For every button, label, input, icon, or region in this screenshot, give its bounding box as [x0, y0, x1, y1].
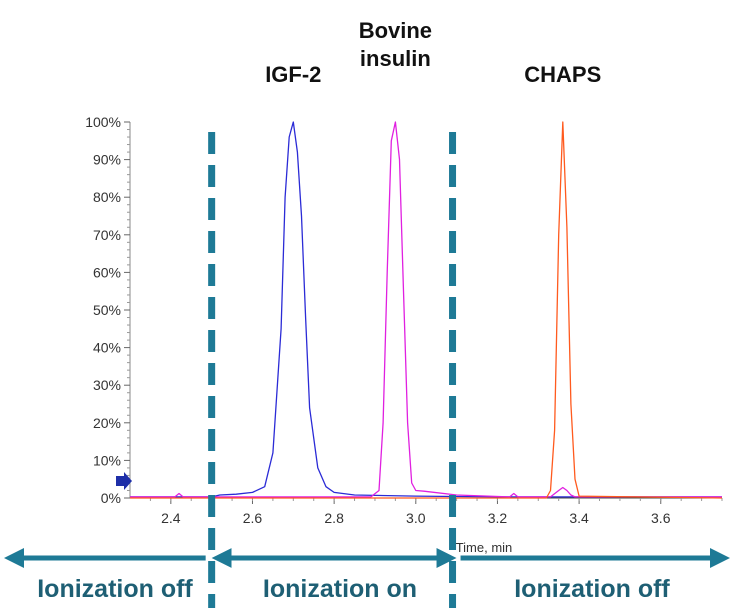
- peak-labels: IGF-2 Bovine insulin CHAPS: [265, 18, 601, 87]
- peak-label: insulin: [360, 46, 431, 71]
- peak-label: IGF-2: [265, 62, 321, 87]
- regions: Ionization off Ionization on Ionization of…: [4, 548, 730, 603]
- series-lines: [130, 121, 723, 499]
- series-line-1: [130, 121, 722, 498]
- y-tick-label: 50%: [93, 302, 121, 318]
- region-label: Ionization off: [514, 575, 670, 603]
- x-ticks: 2.4 2.6 2.8 3.0 3.2 3.4 3.6: [149, 498, 723, 526]
- y-ticks: 0% 10% 20% 30% 40% 50% 60% 70% 80% 90% 100%: [85, 114, 130, 506]
- y-tick-label: 80%: [93, 189, 121, 205]
- y-tick-label: 10%: [93, 452, 121, 468]
- peak-label: Bovine: [359, 18, 432, 43]
- axes: [129, 122, 722, 499]
- x-tick-label: 2.6: [243, 510, 263, 526]
- dividers: [208, 132, 457, 608]
- x-tick-label: 3.2: [488, 510, 508, 526]
- y-tick-label: 30%: [93, 377, 121, 393]
- x-tick-label: 3.6: [651, 510, 671, 526]
- y-tick-label: 0%: [101, 490, 121, 506]
- region-label: Ionization on: [263, 575, 417, 603]
- x-tick-label: 3.0: [406, 510, 426, 526]
- series-line-2: [130, 121, 722, 498]
- y-tick-label: 60%: [93, 264, 121, 280]
- x-tick-label: 3.4: [569, 510, 589, 526]
- series-line-3: [130, 121, 723, 499]
- y-tick-label: 100%: [85, 114, 121, 130]
- y-tick-label: 20%: [93, 415, 121, 431]
- y-tick-label: 90%: [93, 152, 121, 168]
- marker-arrow-icon: [116, 472, 132, 490]
- region-label: Ionization off: [37, 575, 193, 603]
- peak-label: CHAPS: [524, 62, 601, 87]
- y-tick-label: 70%: [93, 227, 121, 243]
- x-tick-label: 2.4: [161, 510, 181, 526]
- y-tick-label: 40%: [93, 340, 121, 356]
- x-tick-label: 2.8: [324, 510, 344, 526]
- x-axis-title: Time, min: [456, 540, 513, 555]
